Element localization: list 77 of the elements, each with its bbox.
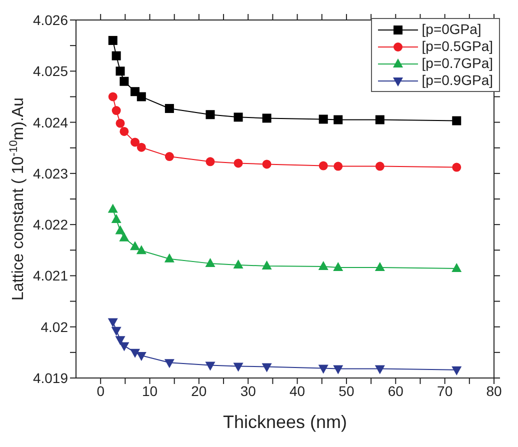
point <box>262 260 272 270</box>
point <box>130 348 140 358</box>
point <box>136 92 146 102</box>
point <box>233 362 244 372</box>
point <box>205 362 216 371</box>
point <box>108 204 118 213</box>
point <box>262 114 272 123</box>
point <box>452 263 462 272</box>
point <box>375 162 384 171</box>
y-tick-label: 4.021 <box>32 268 68 284</box>
y-tick-label: 4.02 <box>40 318 68 335</box>
x-tick-label: 30 <box>240 382 256 399</box>
x-tick-label: 70 <box>437 382 453 399</box>
point <box>333 262 344 272</box>
point <box>233 259 244 268</box>
point <box>116 66 125 76</box>
point <box>130 138 140 147</box>
point <box>318 114 328 124</box>
point <box>136 142 146 152</box>
x-tick-label: 10 <box>142 382 158 399</box>
x-tick-label: 80 <box>486 382 502 399</box>
point <box>112 106 121 116</box>
point <box>318 364 328 374</box>
legend-label: [p=0GPa] <box>422 21 482 38</box>
point <box>130 241 140 250</box>
point <box>116 118 125 128</box>
point <box>120 126 129 136</box>
point <box>111 214 122 223</box>
y-tick-label: 4.022 <box>32 216 68 233</box>
point <box>119 232 130 242</box>
y-tick-label: 4.025 <box>32 63 68 80</box>
point <box>452 162 462 172</box>
y-tick-label: 4.026 <box>32 12 68 28</box>
legend-label: [p=0.5GPa] <box>422 38 493 55</box>
point <box>333 365 344 374</box>
point <box>206 157 215 166</box>
y-tick-label: 4.024 <box>32 114 68 130</box>
point <box>111 326 122 336</box>
point <box>120 76 129 86</box>
legend-label: [p=0.7GPa] <box>422 55 493 72</box>
point <box>334 162 343 171</box>
point <box>119 342 130 352</box>
point <box>164 359 174 368</box>
x-tick-label: 60 <box>388 382 404 399</box>
y-tick-label: 4.019 <box>32 370 68 386</box>
point <box>334 115 343 124</box>
point <box>234 158 243 168</box>
point <box>108 36 118 45</box>
point <box>452 116 462 126</box>
x-tick-label: 50 <box>338 382 354 399</box>
point <box>136 245 146 254</box>
x-tick-label: 40 <box>290 382 306 399</box>
point <box>205 258 216 267</box>
point <box>262 160 272 169</box>
point <box>374 365 385 374</box>
point <box>164 253 174 262</box>
point <box>112 51 121 60</box>
point <box>318 261 328 270</box>
point <box>262 363 272 372</box>
point <box>115 336 126 346</box>
point <box>452 366 462 376</box>
point <box>115 225 126 234</box>
point <box>108 92 118 102</box>
point <box>164 152 174 162</box>
point <box>318 161 328 170</box>
x-axis-title: Thicknees (nm) <box>222 412 348 432</box>
y-tick-label: 4.023 <box>32 165 68 182</box>
point <box>136 352 146 361</box>
x-tick-label: 20 <box>191 382 207 399</box>
point <box>234 112 243 122</box>
x-tick-label: 0 <box>96 382 105 399</box>
point <box>108 318 118 328</box>
point <box>164 104 174 113</box>
point <box>374 262 385 272</box>
point <box>206 110 215 120</box>
legend-label: [p=0.9GPa] <box>422 72 493 89</box>
point <box>375 115 384 124</box>
